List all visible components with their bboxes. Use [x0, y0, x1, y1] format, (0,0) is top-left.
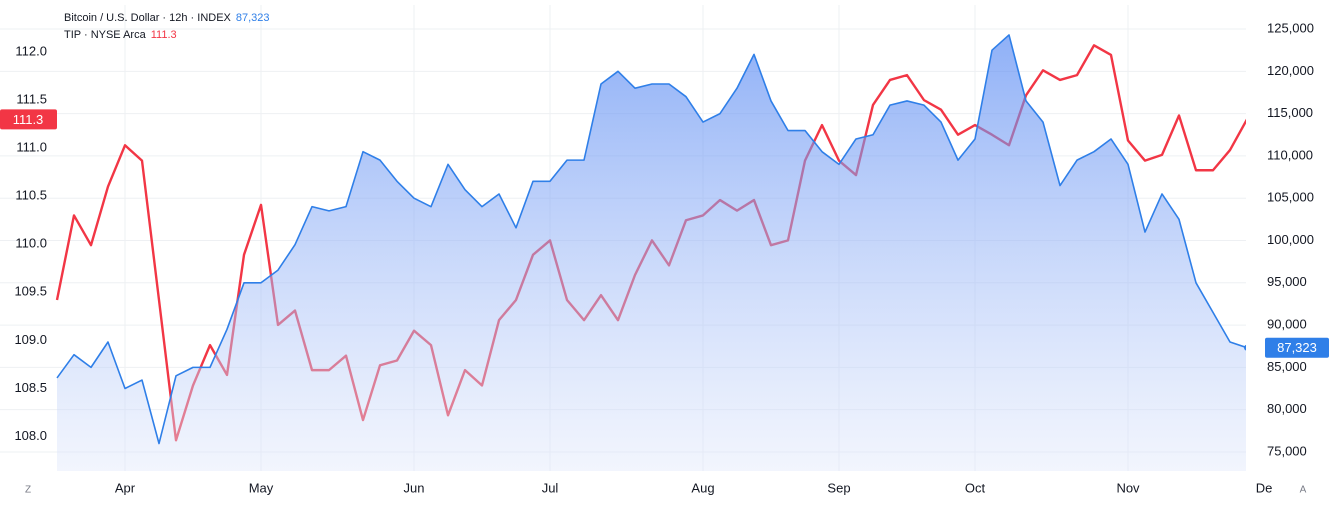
x-tick-label: Oct — [965, 480, 986, 495]
y2-tick-label: 85,000 — [1267, 359, 1307, 374]
x-tick-label: Sep — [827, 480, 850, 495]
legend-value: 87,323 — [236, 12, 270, 24]
y-tick-label: 108.0 — [14, 428, 47, 443]
legend-label: TIP · NYSE Arca — [64, 29, 147, 41]
y2-tick-label: 80,000 — [1267, 401, 1307, 416]
y2-tick-label: 110,000 — [1267, 147, 1313, 162]
y-tick-label: 110.5 — [15, 188, 47, 203]
y-tick-label: 109.5 — [14, 284, 47, 299]
y-tick-label: 108.5 — [14, 380, 47, 395]
y2-tick-label: 100,000 — [1267, 232, 1314, 247]
y2-tick-label: 120,000 — [1267, 63, 1314, 78]
x-tick-label: May — [249, 480, 274, 495]
x-tick-label: Apr — [115, 480, 136, 495]
y2-tick-label: 125,000 — [1267, 20, 1314, 35]
plot — [55, 34, 1246, 471]
x-tick-label: De — [1256, 480, 1273, 495]
last-point — [1244, 344, 1246, 351]
price-tag-label: 87,323 — [1277, 340, 1317, 355]
price-tag — [0, 109, 57, 130]
x-tick-label: Aug — [691, 480, 714, 495]
y-tick-label: 112.0 — [15, 44, 47, 59]
x-tick-label: Jul — [542, 480, 559, 495]
y2-tick-label: 95,000 — [1267, 274, 1307, 289]
y-tick-label: 111.5 — [16, 92, 47, 107]
x-tick-label: Jun — [404, 480, 425, 495]
price-tag-label: 111.3 — [13, 112, 44, 127]
y2-tick-label: 105,000 — [1267, 190, 1314, 205]
y2-tick-label: 90,000 — [1267, 317, 1307, 332]
series-line — [56, 34, 1246, 445]
y-tick-label: 110.0 — [15, 236, 47, 251]
y-tick-label: 109.0 — [14, 332, 47, 347]
axes: Apr May Jun Jul Aug Sep Oct Nov De 75,000 80,000 85… — [0, 12, 1329, 496]
axis-button[interactable]: Z — [25, 485, 31, 496]
legend-value: 111.3 — [151, 29, 177, 41]
price-tag — [1265, 337, 1329, 358]
series-area — [57, 34, 1246, 471]
legend-label: Bitcoin / U.S. Dollar · 12h · INDEX — [64, 12, 232, 24]
x-tick-label: Nov — [1116, 480, 1140, 495]
y2-tick-label: 75,000 — [1267, 443, 1307, 458]
y-tick-label: 111.0 — [16, 140, 47, 155]
axis-button[interactable]: A — [1300, 485, 1307, 496]
y2-tick-label: 115,000 — [1267, 105, 1313, 120]
